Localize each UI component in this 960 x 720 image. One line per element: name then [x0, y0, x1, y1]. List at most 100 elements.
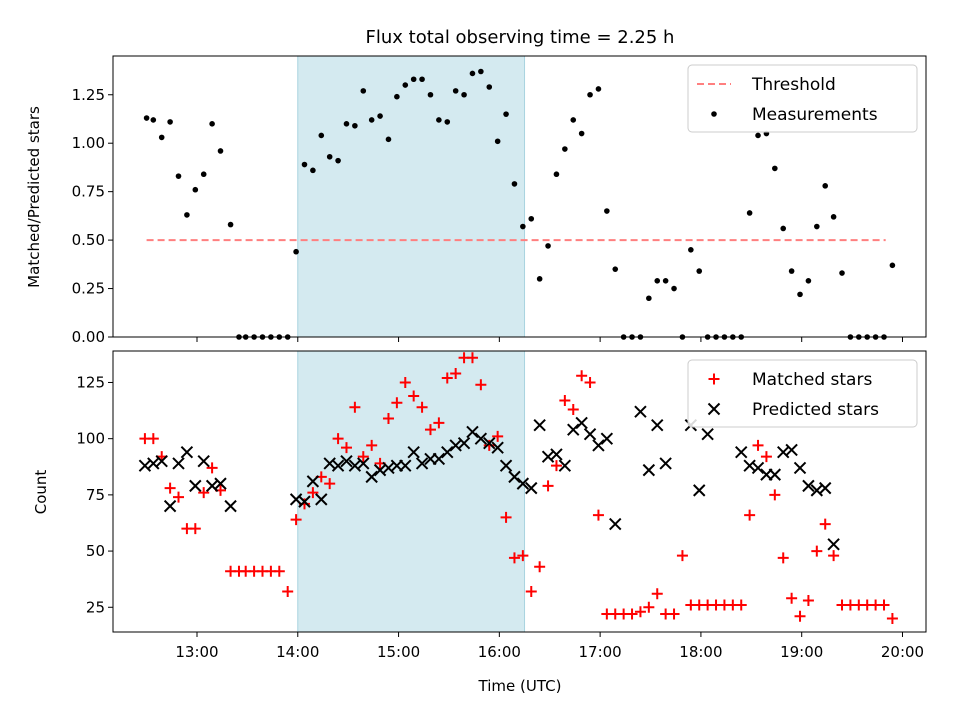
matched-star-marker: [475, 379, 487, 391]
y-tick-label: 75: [86, 486, 105, 504]
measurement-point: [545, 243, 551, 249]
bottom-x-axis: 13:00 14:00 15:00 16:00 17:00 18:00 19:00 20:00: [175, 632, 924, 661]
matched-star-marker: [332, 433, 344, 445]
matched-star-marker: [290, 514, 302, 526]
legend-label: Predicted stars: [752, 400, 879, 420]
matched-star-marker: [164, 482, 176, 494]
matched-star-marker: [450, 367, 462, 379]
chart-title: Flux total observing time = 2.25 h: [366, 27, 675, 48]
top-observing-window: [297, 55, 526, 338]
measurement-point: [604, 208, 610, 214]
legend-measurement-swatch: [711, 111, 717, 117]
matched-star-marker: [416, 401, 428, 413]
measurement-point: [352, 122, 358, 129]
predicted-star-marker: [592, 439, 605, 452]
matched-star-marker: [651, 588, 663, 600]
measurement-point: [688, 246, 694, 253]
matched-star-marker: [433, 417, 445, 429]
y-tick-label: 0.75: [72, 183, 105, 201]
predicted-star-marker: [609, 517, 622, 531]
matched-star-marker: [198, 487, 210, 499]
measurement-point: [335, 157, 341, 164]
predicted-star-marker: [508, 470, 521, 484]
measurement-point: [184, 212, 190, 218]
matched-star-marker: [559, 394, 571, 406]
matched-star-marker: [576, 370, 588, 382]
predicted-star-marker: [642, 463, 656, 477]
matched-star-marker: [324, 478, 336, 490]
x-axis-label: Time (UTC): [478, 677, 562, 695]
predicted-star-marker: [214, 477, 227, 490]
y-tick-label: 0.50: [72, 231, 105, 249]
measurement-point: [503, 111, 509, 117]
measurement-point: [326, 153, 333, 160]
matched-star-marker: [366, 439, 378, 451]
predicted-star-marker: [155, 454, 168, 468]
x-tick-label: 19:00: [780, 643, 823, 661]
measurement-point: [511, 181, 518, 187]
measurement-point: [293, 248, 299, 255]
matched-star-marker: [466, 352, 478, 364]
predicted-star-marker: [558, 459, 572, 472]
top-panel: 0.00 0.25 0.50 0.75 1.00 1.25 Matched/Predict…: [25, 55, 927, 346]
matched-star-marker: [676, 550, 688, 562]
measurement-point: [452, 88, 459, 94]
predicted-star-marker: [315, 493, 328, 506]
predicted-star-marker: [793, 461, 807, 475]
predicted-star-marker: [365, 470, 378, 484]
predicted-star-marker: [525, 481, 538, 495]
matched-star-marker: [542, 480, 554, 492]
measurement-point: [158, 134, 165, 141]
predicted-star-marker: [224, 499, 237, 513]
matched-star-marker: [173, 491, 185, 503]
measurement-point: [772, 165, 778, 172]
predicted-star-marker: [651, 418, 664, 432]
measurement-point: [360, 88, 367, 94]
top-y-axis-label: Matched/Predicted stars: [25, 106, 43, 288]
predicted-star-marker: [306, 475, 320, 488]
matched-star-marker: [508, 552, 520, 564]
matched-star-marker: [828, 550, 840, 562]
predicted-star-marker: [659, 457, 672, 470]
measurement-point: [175, 173, 182, 179]
measurement-point: [436, 117, 442, 123]
x-tick-label: 15:00: [377, 643, 420, 661]
measurement-point: [822, 183, 829, 189]
measurement-point: [217, 148, 224, 154]
matched-star-marker: [483, 439, 495, 451]
matched-star-marker: [744, 509, 756, 521]
matched-star-marker: [794, 610, 806, 622]
measurement-point: [570, 117, 577, 123]
top-y-axis: 0.00 0.25 0.50 0.75 1.00 1.25: [72, 86, 113, 346]
matched-star-marker: [634, 606, 646, 618]
measurement-point: [528, 215, 535, 222]
measurement-point: [746, 210, 753, 216]
matched-star-marker: [206, 462, 218, 474]
predicted-star-marker: [583, 427, 597, 441]
predicted-star-marker: [441, 445, 454, 459]
matched-star-marker: [626, 608, 638, 620]
measurement-point: [578, 130, 585, 137]
measurement-point: [536, 276, 543, 282]
measurement-point: [671, 285, 677, 292]
predicted-star-marker: [785, 443, 798, 457]
matched-star-marker: [349, 401, 361, 413]
predicted-star-marker: [457, 436, 471, 450]
matched-star-marker: [282, 586, 294, 598]
matched-star-marker: [752, 439, 764, 451]
matched-star-marker: [382, 412, 394, 424]
matched-star-marker: [391, 397, 403, 409]
y-tick-label: 25: [86, 598, 105, 616]
measurement-point: [318, 132, 325, 139]
measurement-point: [662, 278, 669, 284]
predicted-star-marker: [163, 499, 177, 513]
bottom-legend: Matched stars Predicted stars: [687, 359, 918, 428]
measurement-point: [797, 291, 803, 298]
y-tick-label: 125: [76, 373, 105, 391]
x-tick-label: 20:00: [881, 643, 924, 661]
matched-star-marker: [525, 586, 537, 598]
matched-star-marker: [777, 552, 789, 564]
predicted-star-marker: [407, 445, 420, 459]
observing-window-band: [297, 350, 526, 633]
predicted-star-marker: [491, 441, 504, 454]
